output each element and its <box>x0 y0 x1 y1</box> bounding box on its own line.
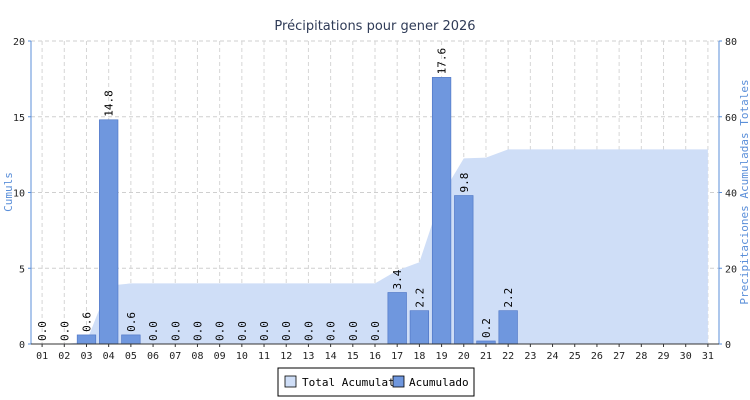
y2-tick-label: 80 <box>725 37 737 48</box>
x-tick-label: 05 <box>125 351 137 362</box>
bar-value-label: 2.2 <box>502 288 515 308</box>
bar <box>76 334 97 345</box>
x-tick-label: 01 <box>36 351 48 362</box>
x-tick-label: 25 <box>569 351 581 362</box>
bar-value-label: 0.2 <box>480 318 493 338</box>
bar-value-label: 3.4 <box>391 269 404 289</box>
bar-value-label: 0.0 <box>236 321 249 341</box>
bar <box>409 310 430 345</box>
bar <box>121 334 141 345</box>
x-tick-label: 22 <box>502 351 514 362</box>
bar <box>431 77 452 345</box>
bar-value-label: 0.0 <box>325 321 338 341</box>
x-tick-label: 03 <box>80 351 92 362</box>
x-tick-label: 27 <box>613 351 625 362</box>
legend-swatch-acumulado <box>392 375 405 388</box>
bar-value-label: 0.0 <box>258 321 271 341</box>
y2-axis-label: Precipitaciones Acumuladas Totales <box>738 79 750 304</box>
bar-value-label: 0.0 <box>191 321 204 341</box>
legend-swatch-total <box>284 375 297 388</box>
legend-label-total: Total Acumulat <box>302 376 395 389</box>
y-tick-label: 20 <box>13 37 25 48</box>
y-axis-label: Cumuls <box>2 172 15 212</box>
x-tick-label: 02 <box>58 351 70 362</box>
bar-value-label: 0.0 <box>302 321 315 341</box>
x-tick-label: 10 <box>236 351 248 362</box>
x-tick-label: 15 <box>347 351 359 362</box>
bar-value-label: 0.0 <box>214 321 227 341</box>
x-tick-label: 28 <box>635 351 647 362</box>
x-tick-label: 14 <box>325 351 337 362</box>
y-tick-label: 0 <box>19 340 25 351</box>
x-tick-label: 08 <box>191 351 203 362</box>
bar-value-label: 0.0 <box>36 321 49 341</box>
legend-label-acumulado: Acumulado <box>409 376 469 389</box>
bar-value-label: 0.6 <box>80 312 93 332</box>
legend: Total Acumulat Acumulado <box>277 367 475 397</box>
x-tick-label: 26 <box>591 351 603 362</box>
bar-value-label: 17.6 <box>436 48 449 75</box>
bar-value-label: 0.6 <box>125 312 138 332</box>
bar-value-label: 0.0 <box>280 321 293 341</box>
y2-tick-label: 20 <box>725 264 737 275</box>
y-tick-label: 10 <box>13 189 25 200</box>
x-tick-label: 13 <box>302 351 314 362</box>
x-tick-label: 07 <box>169 351 181 362</box>
chart-title: Précipitations pour gener 2026 <box>274 19 475 34</box>
axes <box>28 40 722 347</box>
x-tick-label: 20 <box>458 351 470 362</box>
x-tick-label: 04 <box>103 351 115 362</box>
legend-box <box>277 367 475 397</box>
bar <box>454 195 474 345</box>
bar <box>387 292 407 345</box>
bar-value-label: 2.2 <box>413 288 426 308</box>
x-tick-label: 19 <box>436 351 448 362</box>
bar-value-labels: 0.0 0.0 0.6 14.8 0.6 0.0 0.0 0.0 0.0 0.0 0.0 0.0 0.0… <box>36 48 515 341</box>
y-tick-label: 15 <box>13 113 25 124</box>
bar <box>498 310 518 345</box>
total-area-layer <box>42 149 708 344</box>
bar <box>99 119 119 345</box>
y2-tick-label: 40 <box>725 189 737 200</box>
x-tick-label: 06 <box>147 351 159 362</box>
bar-value-label: 9.8 <box>458 173 471 193</box>
y-tick-label: 5 <box>19 264 25 275</box>
bar-value-label: 0.0 <box>169 321 182 341</box>
x-tick-label: 17 <box>391 351 403 362</box>
x-tick-label: 24 <box>547 351 559 362</box>
y2-tick-label: 0 <box>725 340 731 351</box>
x-tick-label: 21 <box>480 351 492 362</box>
x-tick-label: 11 <box>258 351 270 362</box>
x-tick-label: 30 <box>680 351 692 362</box>
bar-value-label: 14.8 <box>103 90 116 117</box>
bar-value-label: 0.0 <box>58 321 71 341</box>
x-tick-label: 23 <box>524 351 536 362</box>
total-area <box>42 149 708 344</box>
x-tick-label: 31 <box>702 351 714 362</box>
x-tick-label: 29 <box>657 351 669 362</box>
bar-value-label: 0.0 <box>369 321 382 341</box>
x-tick-label: 09 <box>214 351 226 362</box>
bar-value-label: 0.0 <box>147 321 160 341</box>
x-tick-label: 18 <box>413 351 425 362</box>
x-tick-label: 16 <box>369 351 381 362</box>
bar-layer <box>76 77 518 345</box>
y2-tick-label: 60 <box>725 113 737 124</box>
bar-value-label: 0.0 <box>347 321 360 341</box>
x-tick-label: 12 <box>280 351 292 362</box>
